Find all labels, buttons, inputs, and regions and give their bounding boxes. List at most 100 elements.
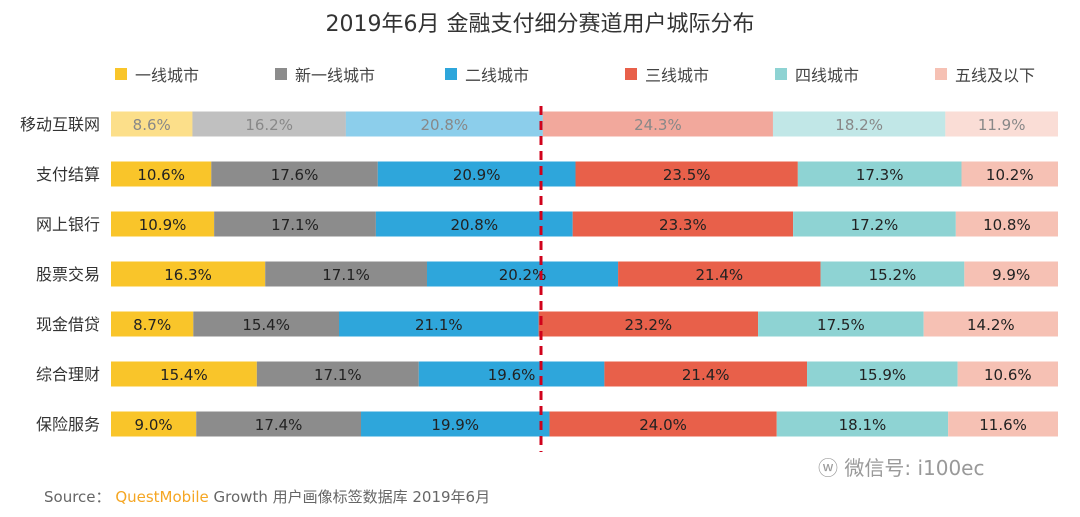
bar-segment (196, 411, 362, 437)
bar-segment (923, 311, 1058, 337)
data-label: 8.7% (133, 316, 171, 334)
source-brand: QuestMobile (115, 488, 209, 506)
bar-segment (618, 261, 821, 287)
data-label: 10.2% (986, 166, 1034, 184)
category-label: 移动互联网 (20, 115, 100, 134)
bar-segment (214, 211, 376, 237)
data-label: 11.9% (978, 116, 1026, 134)
category-label: 支付结算 (36, 165, 100, 184)
data-label: 23.2% (625, 316, 673, 334)
bar-segment (964, 261, 1058, 287)
bar-segment (211, 161, 378, 187)
bar-segment (193, 311, 339, 337)
data-label: 20.2% (499, 266, 547, 284)
bar-segment (575, 161, 798, 187)
bar-segment (111, 111, 193, 137)
bar-segment (772, 111, 946, 137)
legend-swatch (935, 68, 947, 80)
data-label: 20.8% (450, 216, 498, 234)
legend-label: 三线城市 (645, 66, 710, 85)
data-label: 17.4% (255, 416, 303, 434)
data-label: 17.5% (817, 316, 865, 334)
bar-segment (961, 161, 1058, 187)
data-label: 17.1% (314, 366, 362, 384)
bar-segment (807, 361, 958, 387)
bar-segment (265, 261, 427, 287)
data-label: 24.3% (634, 116, 682, 134)
category-label: 股票交易 (36, 265, 100, 284)
bar-segment (426, 261, 619, 287)
data-label: 19.6% (488, 366, 536, 384)
data-label: 23.3% (659, 216, 707, 234)
legend-swatch (625, 68, 637, 80)
data-label: 23.5% (663, 166, 711, 184)
legend-item: 五线及以下 (935, 62, 1035, 86)
data-label: 16.3% (164, 266, 212, 284)
data-label: 11.6% (979, 416, 1027, 434)
bar-segment (538, 311, 759, 337)
bar-segment (758, 311, 924, 337)
bar-segment (418, 361, 605, 387)
data-label: 8.6% (133, 116, 171, 134)
legend: 一线城市 新一线城市 二线城市 三线城市 四线城市 五线及以下 (115, 62, 1075, 86)
bar-segment (111, 411, 197, 437)
bar-segment (797, 161, 962, 187)
data-label: 9.9% (992, 266, 1030, 284)
bar-segment (338, 311, 539, 337)
data-label: 10.6% (984, 366, 1032, 384)
bar-segment (604, 361, 808, 387)
legend-swatch (275, 68, 287, 80)
legend-label: 二线城市 (465, 66, 530, 85)
data-label: 10.9% (139, 216, 187, 234)
data-label: 10.8% (983, 216, 1031, 234)
data-label: 15.2% (869, 266, 917, 284)
bar-segment (111, 361, 257, 387)
bar-segment (111, 261, 266, 287)
bar-segment (111, 161, 212, 187)
data-label: 16.2% (245, 116, 293, 134)
bar-segment (361, 411, 550, 437)
wechat-id: 微信号: i100ec (844, 456, 985, 480)
data-label: 15.9% (859, 366, 907, 384)
data-label: 18.2% (835, 116, 883, 134)
legend-label: 五线及以下 (955, 66, 1036, 85)
bar-segment (948, 411, 1058, 437)
source-note: Source： QuestMobile Growth 用户画像标签数据库 201… (44, 486, 490, 507)
bar-segment (192, 111, 346, 137)
bar-segment (945, 111, 1058, 137)
legend-label: 四线城市 (795, 66, 860, 85)
data-label: 19.9% (431, 416, 479, 434)
category-label: 综合理财 (36, 365, 100, 384)
bar-segment (345, 111, 543, 137)
category-label: 现金借贷 (36, 315, 100, 334)
source-text: Growth 用户画像标签数据库 2019年6月 (213, 488, 491, 506)
data-label: 17.6% (271, 166, 319, 184)
data-label: 10.6% (137, 166, 185, 184)
data-label: 14.2% (967, 316, 1015, 334)
bar-segment (793, 211, 956, 237)
legend-label: 新一线城市 (295, 66, 376, 85)
bar-segment (957, 361, 1058, 387)
legend-item: 四线城市 (775, 62, 859, 86)
data-label: 21.4% (682, 366, 730, 384)
legend-label: 一线城市 (135, 66, 200, 85)
legend-swatch (115, 68, 127, 80)
category-label: 网上银行 (36, 215, 100, 234)
legend-swatch (775, 68, 787, 80)
legend-item: 一线城市 (115, 62, 199, 86)
bar-segment (111, 311, 194, 337)
data-label: 21.1% (415, 316, 463, 334)
data-label: 15.4% (160, 366, 208, 384)
data-label: 18.1% (839, 416, 887, 434)
data-label: 15.4% (242, 316, 290, 334)
category-label: 保险服务 (36, 415, 100, 434)
wechat-watermark: ⓦ 微信号: i100ec (818, 452, 985, 481)
data-label: 17.2% (851, 216, 899, 234)
legend-item: 新一线城市 (275, 62, 375, 86)
data-label: 24.0% (639, 416, 687, 434)
bar-segment (776, 411, 949, 437)
bar-segment (820, 261, 965, 287)
data-label: 9.0% (135, 416, 173, 434)
source-label: Source： (44, 488, 111, 506)
